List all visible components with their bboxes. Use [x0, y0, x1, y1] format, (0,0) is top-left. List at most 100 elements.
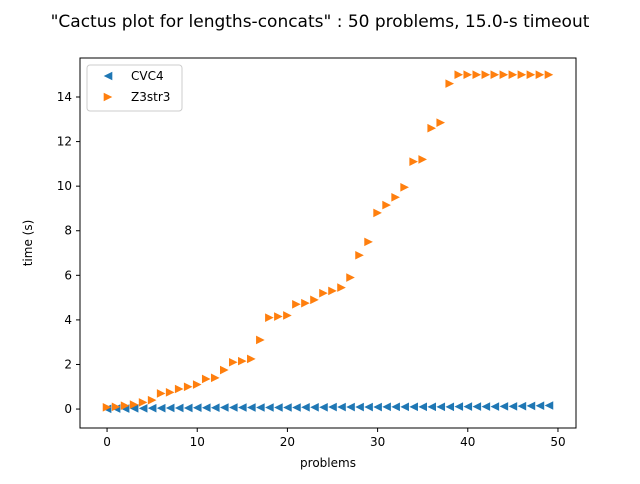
data-point: [481, 70, 491, 80]
data-point: [111, 402, 121, 412]
data-point: [174, 384, 184, 394]
data-point: [499, 70, 509, 80]
data-point: [256, 403, 265, 412]
data-point: [301, 298, 310, 308]
data-point: [499, 402, 509, 411]
data-point: [265, 313, 274, 322]
legend-label-cvc4: CVC4: [131, 69, 164, 83]
data-point: [301, 402, 310, 412]
data-point: [210, 403, 220, 413]
data-point: [328, 402, 337, 412]
data-point: [463, 402, 473, 411]
data-point: [247, 403, 256, 412]
y-tick-label: 2: [64, 357, 72, 371]
data-point: [283, 311, 292, 320]
legend-marker-cvc4: [103, 71, 113, 81]
data-point: [274, 312, 283, 321]
data-point: [490, 70, 500, 80]
data-point: [337, 283, 346, 292]
legend-label-z3str3: Z3str3: [131, 90, 170, 104]
data-point: [229, 357, 238, 367]
series-cvc4: [102, 401, 554, 414]
y-tick-label: 8: [64, 224, 72, 238]
data-point: [517, 70, 527, 80]
data-point: [382, 402, 391, 412]
data-point: [183, 403, 193, 413]
y-tick-label: 0: [64, 402, 72, 416]
data-point: [156, 403, 166, 413]
data-point: [238, 356, 247, 366]
data-point: [490, 402, 500, 411]
legend: CVC4 Z3str3: [86, 64, 183, 112]
data-point: [310, 295, 319, 305]
data-point: [174, 403, 184, 413]
y-tick-label: 4: [64, 313, 72, 327]
data-point: [138, 398, 148, 407]
data-point: [535, 401, 545, 411]
plot-frame: [79, 57, 577, 429]
y-tick-label: 6: [64, 268, 72, 282]
data-point: [454, 402, 464, 411]
data-point: [418, 155, 427, 164]
data-point: [535, 70, 545, 80]
x-tick-label: 40: [460, 435, 475, 449]
data-point: [346, 402, 355, 412]
data-point: [517, 401, 527, 411]
y-axis: 0 2 4 6 8 10 12 14: [57, 90, 80, 416]
data-point: [445, 402, 455, 412]
data-point: [544, 401, 554, 410]
data-point: [319, 402, 328, 412]
data-point: [427, 402, 437, 412]
data-point: [102, 402, 112, 412]
data-point: [265, 403, 274, 412]
data-point: [382, 200, 391, 210]
data-point: [373, 208, 382, 218]
data-point: [219, 365, 229, 375]
data-point: [201, 374, 211, 384]
series-z3str3: [102, 70, 554, 412]
data-point: [183, 382, 193, 392]
data-point: [481, 402, 491, 411]
x-tick-label: 10: [190, 435, 205, 449]
y-tick-label: 12: [57, 135, 72, 149]
y-axis-label: time (s): [21, 220, 35, 267]
data-point: [274, 403, 283, 412]
data-point: [310, 402, 319, 412]
data-point: [526, 70, 536, 80]
data-point: [147, 403, 157, 413]
data-point: [292, 403, 301, 412]
data-point: [192, 403, 202, 413]
data-point: [364, 402, 373, 412]
data-point: [418, 402, 427, 412]
data-point: [247, 354, 256, 364]
data-point: [210, 373, 220, 383]
data-point: [156, 389, 166, 398]
legend-marker-z3str3: [103, 92, 113, 102]
plot-area: [102, 70, 554, 414]
data-point: [436, 402, 446, 412]
data-point: [436, 118, 446, 127]
data-point: [283, 403, 292, 412]
data-point: [409, 402, 418, 412]
data-point: [427, 123, 437, 133]
data-point: [400, 182, 409, 192]
x-tick-label: 20: [280, 435, 295, 449]
data-point: [454, 70, 464, 80]
data-point: [346, 273, 355, 282]
data-point: [472, 402, 482, 411]
x-axis: 0 10 20 30 40 50: [103, 428, 566, 449]
data-point: [165, 403, 175, 413]
data-point: [129, 404, 139, 413]
chart-title: "Cactus plot for lengths-concats" : 50 p…: [51, 12, 590, 32]
data-point: [192, 380, 202, 389]
data-point: [508, 402, 518, 411]
data-point: [256, 335, 265, 345]
data-point: [391, 402, 400, 412]
data-point: [355, 402, 364, 412]
data-point: [319, 288, 328, 298]
data-point: [391, 193, 400, 202]
data-point: [364, 237, 373, 247]
data-point: [165, 388, 175, 397]
